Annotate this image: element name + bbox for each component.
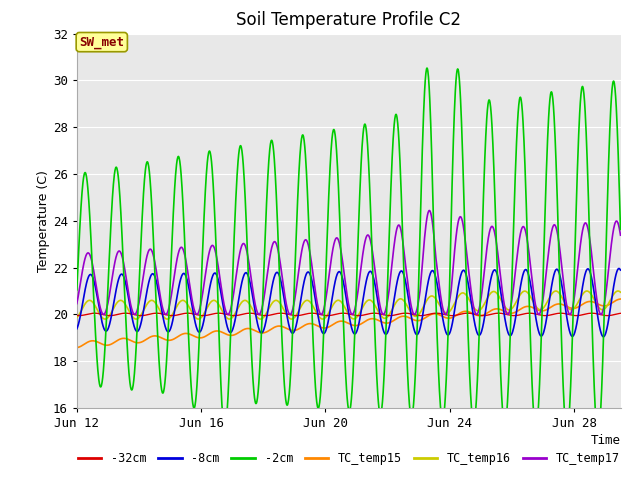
Title: Soil Temperature Profile C2: Soil Temperature Profile C2 bbox=[236, 11, 461, 29]
Text: Time: Time bbox=[591, 434, 621, 447]
Text: SW_met: SW_met bbox=[79, 36, 124, 48]
Legend: -32cm, -8cm, -2cm, TC_temp15, TC_temp16, TC_temp17: -32cm, -8cm, -2cm, TC_temp15, TC_temp16,… bbox=[73, 447, 625, 469]
Y-axis label: Temperature (C): Temperature (C) bbox=[37, 170, 50, 272]
